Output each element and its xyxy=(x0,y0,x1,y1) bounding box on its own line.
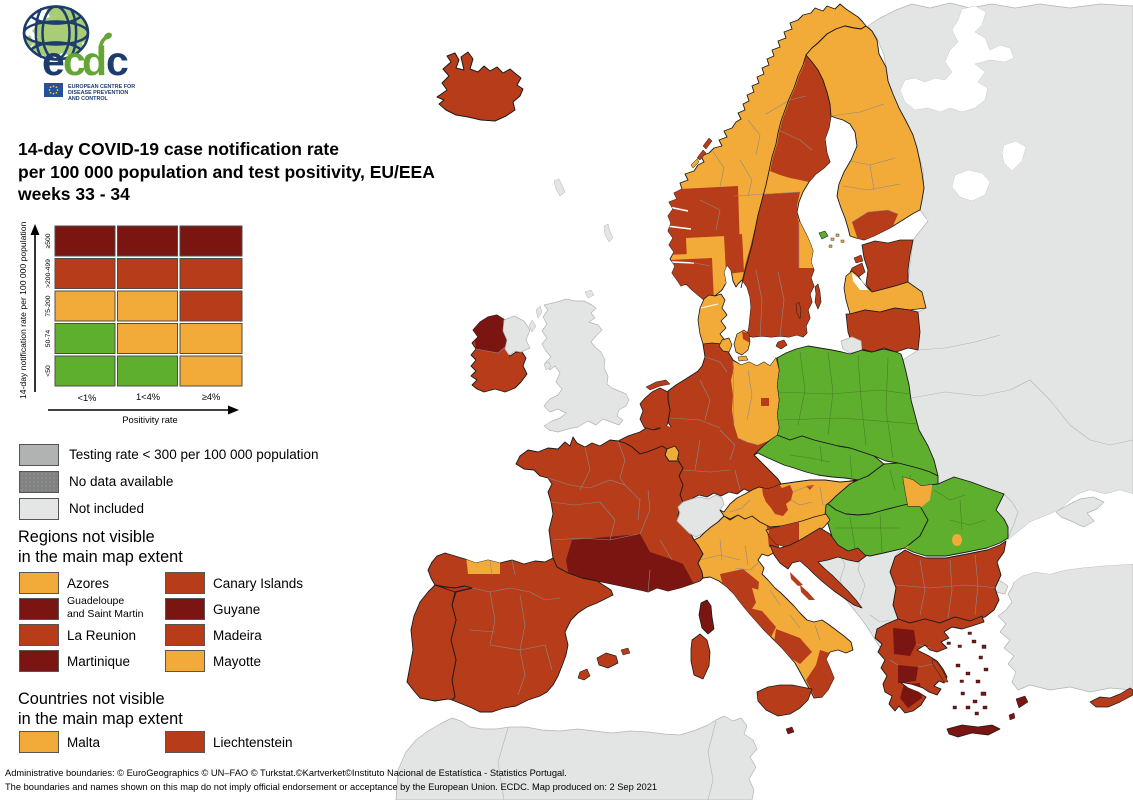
svg-text:Positivity rate: Positivity rate xyxy=(122,415,177,425)
svg-text:<1%: <1% xyxy=(78,393,97,403)
svg-text:d: d xyxy=(82,38,107,84)
svg-text:≥500: ≥500 xyxy=(45,233,52,248)
svg-text:1<4%: 1<4% xyxy=(136,392,160,402)
svg-text:AND CONTROL: AND CONTROL xyxy=(68,96,109,102)
svg-text:e: e xyxy=(42,38,65,84)
svg-text:14-day notification rate per 1: 14-day notification rate per 100 000 pop… xyxy=(18,222,28,399)
svg-text:50-74: 50-74 xyxy=(45,330,52,348)
svg-text:c: c xyxy=(63,38,86,84)
svg-text:DISEASE PREVENTION: DISEASE PREVENTION xyxy=(68,90,128,96)
svg-text:≥4%: ≥4% xyxy=(202,392,221,402)
svg-text:<50: <50 xyxy=(45,365,52,377)
svg-text:>200-499: >200-499 xyxy=(45,259,52,288)
svg-text:c: c xyxy=(106,38,129,84)
svg-text:EUROPEAN CENTRE FOR: EUROPEAN CENTRE FOR xyxy=(68,84,135,90)
svg-text:75-200: 75-200 xyxy=(45,295,52,316)
